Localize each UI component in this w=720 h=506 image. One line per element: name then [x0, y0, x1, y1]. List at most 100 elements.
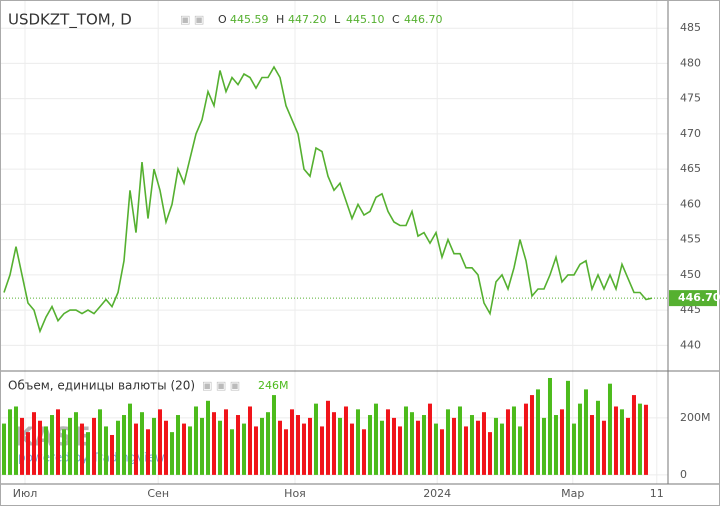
volume-bar	[85, 432, 90, 475]
volume-bar	[271, 395, 276, 475]
ohlc-value: 445.59	[230, 13, 269, 26]
volume-bar	[325, 400, 330, 475]
y-tick-label: 460	[680, 197, 701, 210]
y-tick-label: 470	[680, 127, 701, 140]
volume-bar	[319, 426, 324, 475]
y-tick-label: 200M	[680, 411, 711, 424]
volume-bar	[61, 429, 66, 475]
volume-bar	[583, 389, 588, 475]
volume-bar	[307, 417, 312, 475]
volume-bar	[283, 429, 288, 475]
volume-bar	[301, 423, 306, 475]
y-tick-label: 0	[680, 468, 687, 481]
volume-bar	[409, 412, 414, 475]
volume-bar	[145, 429, 150, 475]
volume-bar	[109, 434, 114, 475]
volume-bar	[379, 420, 384, 475]
volume-bar	[241, 423, 246, 475]
x-tick-label: Июл	[13, 487, 38, 500]
icons: ▣ ▣ ▣	[202, 379, 240, 392]
volume-bar	[169, 432, 174, 475]
volume-bar	[50, 415, 55, 475]
volume-bar	[457, 406, 462, 475]
volume-bar	[547, 377, 552, 475]
volume-title: Объем, единицы валюты (20)	[8, 379, 195, 393]
volume-bar	[391, 417, 396, 475]
volume-bar	[277, 420, 282, 475]
volume-bar	[373, 403, 378, 475]
volume-bar	[529, 395, 534, 475]
volume-bar	[67, 417, 72, 475]
volume-bar	[541, 417, 546, 475]
volume-bar	[421, 415, 426, 475]
volume-bar	[361, 429, 366, 475]
volume-bar	[103, 426, 108, 475]
volume-bar	[205, 400, 210, 475]
volume-bar	[211, 412, 216, 475]
volume-bar	[559, 409, 564, 475]
volume-bar	[445, 409, 450, 475]
x-tick-label: 11	[650, 487, 664, 500]
ohlc-key: H	[276, 13, 284, 26]
volume-bar	[349, 423, 354, 475]
volume-bar	[553, 415, 558, 475]
volume-bar	[175, 415, 180, 475]
volume-bar	[343, 406, 348, 475]
volume-bar	[523, 403, 528, 475]
volume-bar	[571, 423, 576, 475]
volume-bar	[20, 417, 25, 475]
volume-bar	[463, 426, 468, 475]
y-tick-label: 445	[680, 303, 701, 316]
volume-bar	[115, 420, 120, 475]
volume-bar	[505, 409, 510, 475]
volume-bar	[577, 403, 582, 475]
volume-bar	[565, 380, 570, 475]
volume-bar	[337, 417, 342, 475]
ohlc-value: 447.20	[288, 13, 327, 26]
volume-bar	[493, 417, 498, 475]
volume-bar	[253, 426, 258, 475]
volume-bar	[181, 423, 186, 475]
volume-bar	[415, 420, 420, 475]
volume-bar	[247, 406, 252, 475]
volume-bar	[385, 409, 390, 475]
volume-bar	[79, 423, 84, 475]
y-tick-label: 475	[680, 92, 701, 105]
price-line	[3, 65, 653, 334]
x-tick-label: 2024	[423, 487, 451, 500]
volume-bar	[481, 412, 486, 475]
volume-bar	[133, 423, 138, 475]
volume-bar	[8, 409, 13, 475]
volume-bar	[499, 423, 504, 475]
volume-bar	[56, 409, 61, 475]
ohlc-key: L	[334, 13, 341, 26]
volume-bar	[637, 403, 642, 475]
y-tick-label: 455	[680, 233, 701, 246]
symbol: USDKZT_TOM, D	[8, 11, 132, 30]
volume-bar	[601, 420, 606, 475]
volume-bar	[331, 412, 336, 475]
volume-bar	[73, 412, 78, 475]
ohlc-key: C	[392, 13, 400, 26]
volume-bar	[235, 415, 240, 475]
volume-bar	[229, 429, 234, 475]
icons: ▣ ▣	[180, 13, 204, 26]
volume-bar	[643, 404, 648, 475]
volume-bar	[487, 432, 492, 475]
volume-bar	[265, 412, 270, 475]
volume-bar	[199, 417, 204, 475]
volume-bar	[193, 406, 198, 475]
x-tick-label: Сен	[147, 487, 169, 500]
volume-bar	[403, 406, 408, 475]
y-tick-label: 485	[680, 21, 701, 34]
y-tick-label: 480	[680, 56, 701, 69]
volume-bar	[535, 389, 540, 475]
volume-bar	[619, 409, 624, 475]
volume-bar	[475, 420, 480, 475]
volume-bar	[259, 417, 264, 475]
ohlc-value: 445.10	[346, 13, 385, 26]
volume-bar	[607, 383, 612, 475]
volume-bar	[139, 412, 144, 475]
volume-bar	[97, 409, 102, 475]
volume-bar	[14, 406, 19, 475]
